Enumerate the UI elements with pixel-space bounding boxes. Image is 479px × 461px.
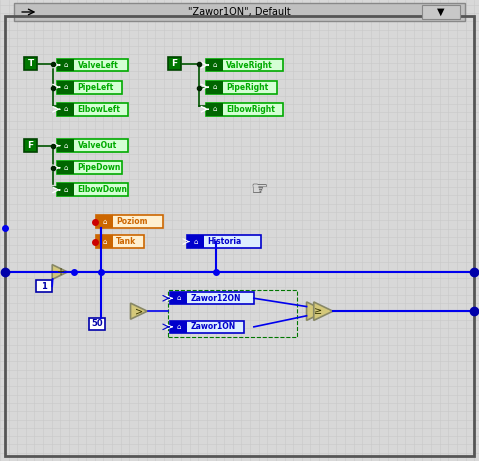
Text: F: F — [28, 141, 34, 150]
Text: F: F — [171, 59, 177, 68]
Text: ⌂: ⌂ — [176, 324, 181, 330]
FancyBboxPatch shape — [206, 81, 277, 94]
FancyBboxPatch shape — [57, 161, 122, 174]
Text: Zawor12ON: Zawor12ON — [190, 294, 240, 303]
Text: ElbowLeft: ElbowLeft — [78, 105, 121, 114]
Text: ValveOut: ValveOut — [78, 141, 117, 150]
Text: Historia: Historia — [207, 237, 241, 246]
Text: Tank: Tank — [116, 237, 136, 246]
FancyBboxPatch shape — [206, 103, 283, 116]
Text: ▼: ▼ — [437, 7, 445, 17]
Polygon shape — [52, 265, 68, 279]
Text: ⌂: ⌂ — [64, 106, 68, 112]
Text: ValveLeft: ValveLeft — [78, 60, 118, 70]
FancyBboxPatch shape — [206, 81, 223, 94]
Text: ⌂: ⌂ — [64, 62, 68, 68]
FancyBboxPatch shape — [206, 103, 223, 116]
Text: ElbowRight: ElbowRight — [226, 105, 275, 114]
FancyBboxPatch shape — [24, 139, 37, 152]
FancyBboxPatch shape — [96, 235, 144, 248]
FancyBboxPatch shape — [36, 280, 52, 292]
FancyBboxPatch shape — [57, 139, 74, 152]
Text: PipeRight: PipeRight — [226, 83, 268, 92]
FancyBboxPatch shape — [206, 59, 223, 71]
FancyBboxPatch shape — [57, 183, 128, 196]
FancyBboxPatch shape — [96, 215, 113, 228]
Text: T: T — [27, 59, 34, 68]
Text: 1: 1 — [41, 282, 47, 291]
Text: +: + — [56, 267, 64, 277]
Polygon shape — [130, 303, 147, 319]
Text: "Zawor1ON", Default: "Zawor1ON", Default — [188, 7, 291, 17]
FancyBboxPatch shape — [170, 292, 254, 304]
FancyBboxPatch shape — [96, 235, 113, 248]
FancyBboxPatch shape — [14, 3, 465, 21]
FancyBboxPatch shape — [170, 292, 187, 304]
Text: ⌂: ⌂ — [193, 238, 198, 245]
FancyBboxPatch shape — [170, 321, 244, 333]
FancyBboxPatch shape — [422, 5, 460, 19]
Text: 50: 50 — [91, 319, 103, 328]
Text: ⌂: ⌂ — [102, 219, 107, 225]
FancyBboxPatch shape — [187, 235, 261, 248]
Text: ⌂: ⌂ — [212, 106, 217, 112]
FancyBboxPatch shape — [206, 59, 283, 71]
Text: ☞: ☞ — [250, 179, 267, 199]
Text: Zawor1ON: Zawor1ON — [190, 322, 235, 331]
FancyBboxPatch shape — [170, 321, 187, 333]
FancyBboxPatch shape — [187, 235, 204, 248]
Polygon shape — [314, 302, 333, 320]
FancyBboxPatch shape — [57, 161, 74, 174]
FancyBboxPatch shape — [57, 59, 128, 71]
Text: ⌂: ⌂ — [64, 142, 68, 149]
FancyBboxPatch shape — [57, 103, 74, 116]
Text: ≥: ≥ — [315, 306, 322, 316]
FancyBboxPatch shape — [89, 318, 105, 330]
FancyBboxPatch shape — [24, 57, 37, 70]
Text: ⌂: ⌂ — [212, 62, 217, 68]
FancyBboxPatch shape — [57, 81, 122, 94]
Text: ElbowDown: ElbowDown — [78, 185, 127, 195]
Text: ⌂: ⌂ — [176, 295, 181, 301]
Text: ⌂: ⌂ — [64, 84, 68, 90]
FancyBboxPatch shape — [57, 59, 74, 71]
Text: ValveRight: ValveRight — [226, 60, 273, 70]
Text: PipeLeft: PipeLeft — [78, 83, 114, 92]
Text: ⌂: ⌂ — [64, 187, 68, 193]
Text: Poziom: Poziom — [116, 217, 148, 226]
Text: ⌂: ⌂ — [64, 165, 68, 171]
FancyBboxPatch shape — [57, 103, 128, 116]
FancyBboxPatch shape — [57, 183, 74, 196]
Text: PipeDown: PipeDown — [78, 163, 121, 172]
FancyBboxPatch shape — [96, 215, 163, 228]
Text: ⌂: ⌂ — [212, 84, 217, 90]
FancyBboxPatch shape — [57, 139, 128, 152]
FancyBboxPatch shape — [168, 57, 181, 70]
Text: ⌂: ⌂ — [102, 238, 107, 245]
Text: >: > — [135, 306, 143, 316]
FancyBboxPatch shape — [57, 81, 74, 94]
Polygon shape — [307, 302, 326, 320]
